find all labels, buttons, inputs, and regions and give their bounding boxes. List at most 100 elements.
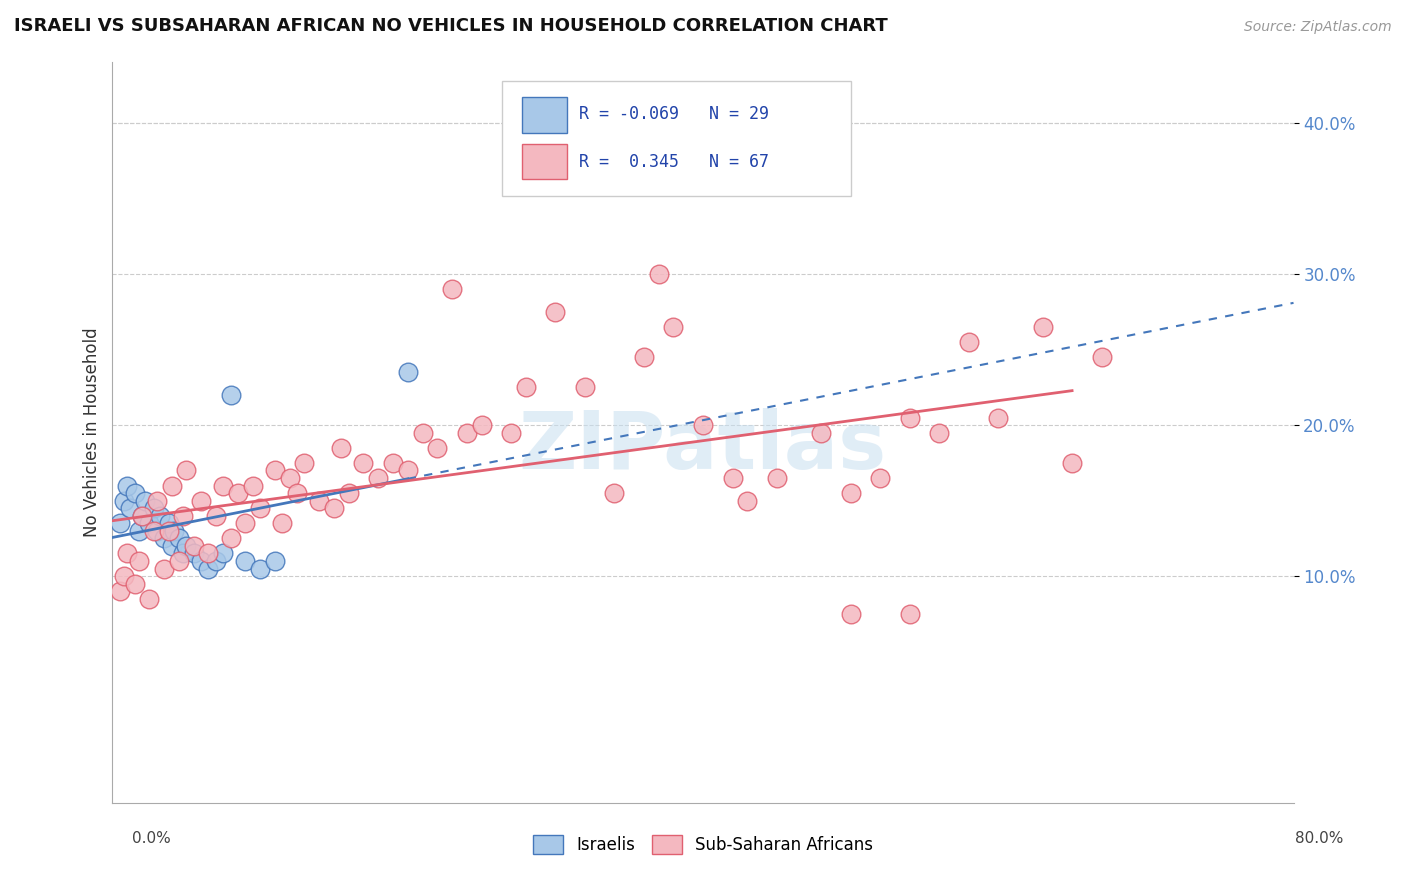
Point [190,493,212,508]
Point [233,554,256,568]
Point [662,319,685,334]
Point [647,267,671,281]
Point [153,561,176,575]
Point [928,425,950,440]
FancyBboxPatch shape [522,144,567,179]
Point [112,569,135,583]
Point [242,478,264,492]
Point [285,486,308,500]
Point [396,365,419,379]
Point [219,532,242,546]
Point [120,501,142,516]
Point [839,486,862,500]
Point [134,493,156,508]
Text: ZIPatlas: ZIPatlas [519,409,887,486]
Point [157,516,180,531]
Point [249,561,271,575]
Point [212,478,235,492]
Point [163,524,186,538]
Point [1032,319,1054,334]
Point [810,425,832,440]
Point [174,539,197,553]
Point [128,524,150,538]
Point [323,501,346,516]
Point [138,591,160,606]
Point [737,493,759,508]
Point [898,410,921,425]
Text: R = -0.069   N = 29: R = -0.069 N = 29 [579,105,769,123]
Point [205,554,228,568]
Point [183,539,205,553]
Point [197,547,219,561]
Point [382,456,405,470]
Point [167,532,190,546]
Y-axis label: No Vehicles in Household: No Vehicles in Household [83,327,101,538]
Point [957,334,980,349]
Point [330,441,353,455]
Point [108,516,131,531]
Point [138,516,160,531]
Point [337,486,360,500]
Point [160,478,183,492]
Point [278,471,301,485]
Point [142,501,165,516]
Point [515,380,537,394]
Point [264,554,287,568]
Point [470,418,494,433]
Point [153,532,176,546]
Point [167,554,190,568]
Point [1062,456,1084,470]
Point [603,486,626,500]
Point [869,471,891,485]
Point [898,607,921,621]
Point [292,456,315,470]
Point [544,304,567,318]
Point [183,547,205,561]
Text: ISRAELI VS SUBSAHARAN AFRICAN NO VEHICLES IN HOUSEHOLD CORRELATION CHART: ISRAELI VS SUBSAHARAN AFRICAN NO VEHICLE… [14,17,887,35]
Point [108,584,131,599]
Point [124,576,146,591]
Point [149,508,172,523]
Point [172,547,194,561]
Point [441,282,464,296]
Point [142,524,165,538]
Point [574,380,596,394]
Point [146,524,169,538]
Point [411,425,433,440]
Point [271,516,294,531]
Legend: Israelis, Sub-Saharan Africans: Israelis, Sub-Saharan Africans [526,829,880,861]
Point [212,547,235,561]
Point [172,508,194,523]
Point [839,607,862,621]
Point [157,524,180,538]
Point [367,471,389,485]
Point [501,425,523,440]
Text: R =  0.345   N = 67: R = 0.345 N = 67 [579,153,769,171]
Point [1091,350,1114,364]
Point [396,463,419,477]
Point [226,486,249,500]
Text: Source: ZipAtlas.com: Source: ZipAtlas.com [1244,21,1392,34]
Point [352,456,374,470]
Point [987,410,1010,425]
FancyBboxPatch shape [522,97,567,133]
Point [766,471,789,485]
Point [456,425,478,440]
Point [190,554,212,568]
FancyBboxPatch shape [502,81,851,195]
Point [160,539,183,553]
Point [112,493,135,508]
Point [131,508,153,523]
Point [174,463,197,477]
Point [249,501,271,516]
Point [131,508,153,523]
Point [205,508,228,523]
Point [426,441,449,455]
Point [124,486,146,500]
Text: 0.0%: 0.0% [132,831,172,846]
Point [721,471,744,485]
Point [692,418,714,433]
Text: 80.0%: 80.0% [1295,831,1343,846]
Point [117,547,138,561]
Point [117,478,138,492]
